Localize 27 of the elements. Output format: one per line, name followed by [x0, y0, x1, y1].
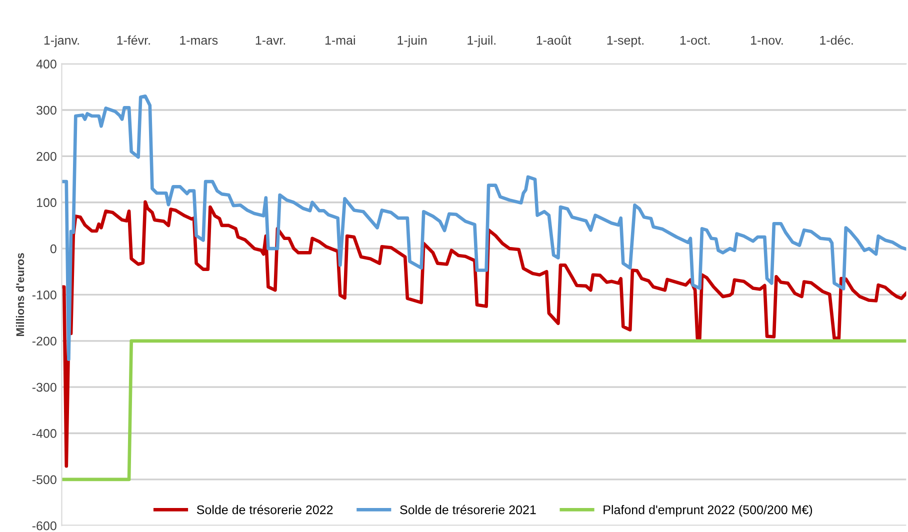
x-tick-label: 1-mars: [180, 36, 218, 45]
legend-label: Plafond d'emprunt 2022 (500/200 M€): [604, 505, 812, 517]
y-tick-label: -400: [32, 429, 56, 438]
y-axis-title: Millions d'euros: [16, 253, 24, 336]
y-tick-label: 0: [50, 244, 56, 254]
x-tick-label: 1-juin: [398, 36, 427, 48]
x-tick-label: 1-avr.: [256, 36, 286, 45]
x-tick-label: 1-mai: [325, 36, 355, 45]
x-tick-label: 1-déc.: [820, 35, 853, 45]
legend-label: Solde de trésorerie 2022: [196, 504, 333, 514]
y-tick-label: -600: [32, 521, 56, 530]
legend-label: Solde de trésorerie 2021: [400, 504, 536, 514]
y-tick-label: 100: [36, 198, 56, 208]
y-tick-label: 200: [36, 152, 56, 161]
y-tick-label: -500: [32, 475, 56, 484]
x-tick-label: 1-févr.: [117, 35, 150, 45]
y-tick-label: -300: [32, 382, 56, 392]
x-tick-label: 1-oct.: [680, 36, 710, 45]
x-tick-label: 1-juil.: [468, 36, 496, 48]
y-tick-label: 300: [36, 106, 56, 115]
y-tick-label: 400: [36, 60, 56, 68]
x-tick-label: 1-nov.: [751, 36, 783, 45]
x-tick-label: 1-sept.: [607, 36, 644, 48]
x-tick-label: 1-janv.: [44, 36, 79, 48]
y-tick-label: -100: [32, 290, 56, 300]
y-tick-label: -200: [32, 336, 56, 346]
x-tick-label: 1-août: [536, 35, 572, 45]
